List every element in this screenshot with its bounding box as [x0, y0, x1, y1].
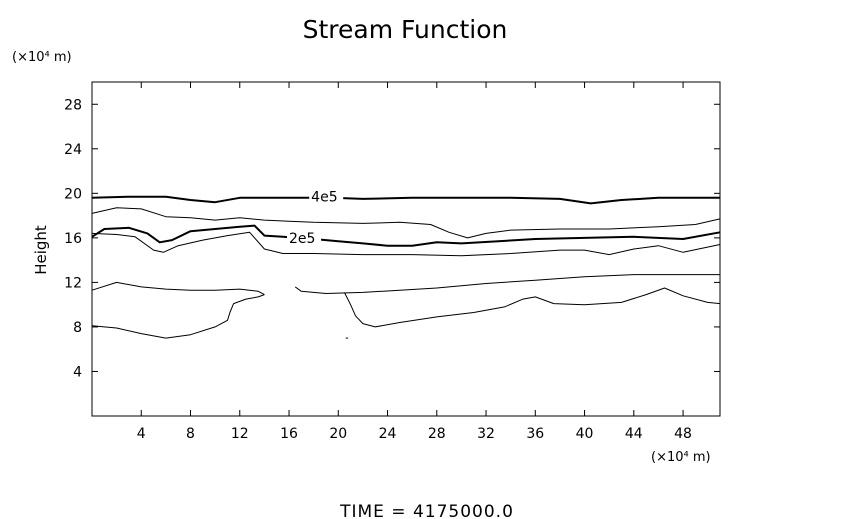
contour-line: [294, 274, 720, 294]
y-tick-label: 12: [64, 275, 82, 291]
x-tick-label: 24: [379, 426, 397, 442]
contour-line: [91, 231, 721, 257]
contour-line: [91, 294, 265, 339]
y-tick-label: 4: [73, 364, 82, 380]
contour-line-4e5: [91, 195, 720, 205]
y-tick-label: 8: [73, 320, 82, 336]
x-tick-label: 20: [329, 426, 347, 442]
contour-line: [91, 207, 721, 239]
x-tick-label: 36: [526, 426, 544, 442]
y-axis-ticks: 4 8 12 16 20 24 28: [64, 97, 720, 380]
contour-label-bg: [287, 229, 322, 245]
x-tick-label: 28: [428, 426, 446, 442]
y-tick-label: 16: [64, 231, 82, 247]
contour-label: 2e5: [289, 231, 315, 247]
contour-label-bg: [309, 188, 344, 204]
x-tick-label: 44: [625, 426, 643, 442]
contour-line: [91, 281, 265, 296]
x-unit-label: (×10⁴ m): [651, 450, 711, 465]
y-unit-label: (×10⁴ m): [12, 50, 72, 65]
x-tick-label: 16: [280, 426, 298, 442]
contour-lines: 4e5 2e5: [91, 188, 721, 339]
y-axis-label: Height: [32, 225, 50, 275]
x-tick-label: 8: [186, 426, 195, 442]
x-axis-ticks: 4 8 12 16 20 24 28 32 36 40 44 48: [137, 82, 692, 442]
time-footer: TIME = 4175000.0: [339, 502, 514, 519]
x-tick-label: 32: [477, 426, 495, 442]
y-tick-label: 20: [64, 186, 82, 202]
x-tick-label: 12: [231, 426, 249, 442]
x-tick-label: 4: [137, 426, 146, 442]
y-tick-label: 28: [64, 97, 82, 113]
chart-title: Stream Function: [303, 15, 508, 44]
contour-label: 4e5: [311, 190, 337, 206]
y-tick-label: 24: [64, 142, 82, 158]
contour-line: [343, 287, 721, 328]
plot-frame: [91, 81, 721, 417]
x-tick-label: 40: [576, 426, 594, 442]
x-tick-label: 48: [674, 426, 692, 442]
